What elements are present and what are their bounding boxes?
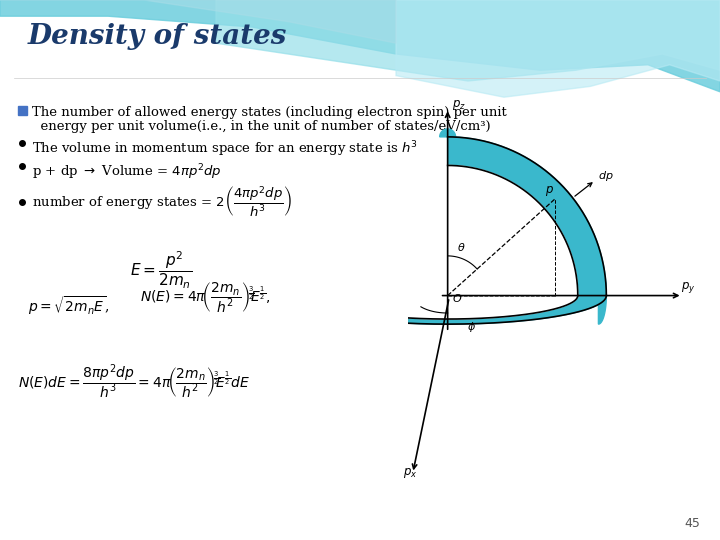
Text: energy per unit volume(i.e., in the unit of number of states/eV/cm³): energy per unit volume(i.e., in the unit… xyxy=(32,120,490,133)
Polygon shape xyxy=(297,267,305,324)
Text: The number of allowed energy states (including electron spin) per unit: The number of allowed energy states (inc… xyxy=(32,106,507,119)
Polygon shape xyxy=(448,137,606,295)
Text: The volume in momentum space for an energy state is $h^3$: The volume in momentum space for an ener… xyxy=(32,139,418,159)
Text: $p_z$: $p_z$ xyxy=(452,98,467,112)
Text: $p_y$: $p_y$ xyxy=(681,280,696,295)
Text: $E = \dfrac{p^2}{2m_n}$: $E = \dfrac{p^2}{2m_n}$ xyxy=(130,250,192,291)
Text: $N(E)dE = \dfrac{8\pi p^2 dp}{h^3} = 4\pi\!\left(\dfrac{2m_n}{h^2}\right)^{\!\fr: $N(E)dE = \dfrac{8\pi p^2 dp}{h^3} = 4\p… xyxy=(18,362,251,401)
Text: Density of states: Density of states xyxy=(28,23,287,50)
Text: $O$: $O$ xyxy=(451,292,462,304)
Text: $p = \sqrt{2m_n E}$,: $p = \sqrt{2m_n E}$, xyxy=(28,295,109,318)
Polygon shape xyxy=(396,0,720,97)
Text: $p_x$: $p_x$ xyxy=(403,466,418,480)
Text: $N(E) = 4\pi\!\left(\dfrac{2m_n}{h^2}\right)^{\!\frac{3}{2}}\!\! E^{\frac{1}{2}}: $N(E) = 4\pi\!\left(\dfrac{2m_n}{h^2}\ri… xyxy=(140,280,271,314)
Text: $p$: $p$ xyxy=(546,184,554,198)
Polygon shape xyxy=(440,129,456,137)
Polygon shape xyxy=(318,295,577,319)
Text: $dp$: $dp$ xyxy=(598,168,614,183)
Polygon shape xyxy=(448,165,577,295)
Text: 45: 45 xyxy=(684,517,700,530)
Bar xyxy=(18,106,27,115)
Polygon shape xyxy=(0,0,720,92)
Text: $\phi$: $\phi$ xyxy=(467,320,476,334)
Polygon shape xyxy=(289,295,606,324)
Polygon shape xyxy=(598,267,606,324)
Polygon shape xyxy=(216,0,720,81)
Polygon shape xyxy=(0,0,396,43)
Text: p + dp $\rightarrow$ Volume = $4\pi p^2 dp$: p + dp $\rightarrow$ Volume = $4\pi p^2 … xyxy=(32,162,222,181)
Text: $\theta$: $\theta$ xyxy=(457,241,466,253)
Text: number of energy states = $2\left(\dfrac{4\pi p^2 dp}{h^3}\right)$: number of energy states = $2\left(\dfrac… xyxy=(32,185,292,219)
